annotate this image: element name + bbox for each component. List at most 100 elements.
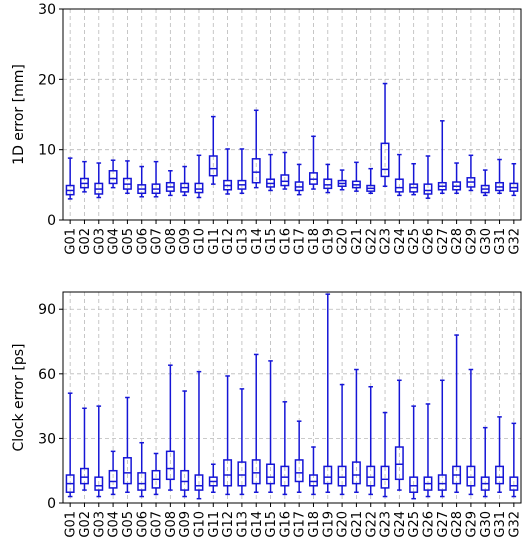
x-tick-label: G07 [150, 228, 165, 255]
x-tick-label: G18 [307, 228, 322, 255]
x-tick-label: G16 [278, 511, 293, 538]
x-tick-label: G15 [264, 228, 279, 255]
box-G18 [308, 135, 318, 190]
box-G06 [137, 441, 147, 498]
box-iqr [437, 474, 447, 491]
box-G29 [466, 154, 476, 192]
y-axis-label: Clock error [ps] [11, 344, 27, 452]
box-G09 [180, 390, 190, 498]
x-tick-label: G17 [293, 228, 308, 255]
box-iqr [280, 174, 290, 187]
box-G04 [108, 159, 118, 189]
x-tick-label: G32 [507, 511, 522, 538]
box-G24 [394, 379, 404, 491]
panel-1: 0 10 20 30 G01 G02 G03 G04 G05 G06 G07 G08 G09 G10 G11… [11, 2, 522, 255]
box-G29 [466, 368, 476, 496]
x-tick-label: G31 [493, 228, 508, 255]
box-iqr [366, 465, 376, 487]
x-tick-label: G19 [321, 228, 336, 255]
box-G14 [251, 353, 261, 493]
box-iqr [137, 472, 147, 491]
box-iqr [380, 142, 390, 178]
box-G11 [208, 115, 218, 185]
box-iqr [394, 446, 404, 481]
box-G12 [223, 375, 233, 496]
plot-frame [62, 291, 522, 504]
box-G10 [194, 154, 204, 199]
box-G11 [208, 463, 218, 493]
x-tick-label: G27 [436, 228, 451, 255]
box-iqr [308, 474, 318, 487]
x-tick-label: G10 [193, 228, 208, 255]
box-iqr [251, 459, 261, 485]
x-tick-label: G02 [78, 228, 93, 255]
box-iqr [79, 467, 89, 485]
box-iqr [466, 465, 476, 487]
y-tick-label: 60 [38, 367, 56, 383]
x-tick-label: G02 [78, 511, 93, 538]
x-tick-label: G22 [364, 228, 379, 255]
box-G27 [437, 120, 447, 195]
box-G28 [452, 334, 462, 493]
box-G25 [409, 405, 419, 500]
box-G30 [480, 169, 490, 197]
box-G09 [180, 165, 190, 197]
box-G08 [165, 170, 175, 197]
x-tick-label: G15 [264, 511, 279, 538]
plot-frame [62, 8, 522, 221]
y-tick-label: 0 [47, 496, 56, 512]
box-iqr [394, 178, 404, 193]
box-G14 [251, 109, 261, 189]
box-iqr [495, 465, 505, 485]
x-tick-label: G01 [64, 511, 79, 538]
box-G23 [380, 411, 390, 498]
box-G02 [79, 407, 89, 491]
y-tick-label: 30 [38, 431, 56, 447]
box-G03 [94, 405, 104, 498]
x-tick-label: G23 [379, 228, 394, 255]
box-iqr [351, 461, 361, 485]
box-G19 [323, 293, 333, 493]
box-G24 [394, 153, 404, 197]
x-tick-label: G09 [178, 228, 193, 255]
box-iqr [180, 469, 190, 491]
box-G31 [495, 158, 505, 195]
x-tick-label: G22 [364, 511, 379, 538]
box-iqr [323, 465, 333, 485]
box-G20 [337, 169, 347, 191]
box-iqr [409, 476, 419, 493]
x-tick-label: G13 [235, 228, 250, 255]
box-G05 [122, 160, 132, 195]
box-iqr [280, 465, 290, 487]
box-G07 [151, 452, 161, 496]
box-G26 [423, 403, 433, 498]
box-G05 [122, 396, 132, 493]
x-tick-label: G26 [422, 511, 437, 538]
x-tick-label: G23 [379, 511, 394, 538]
x-tick-label: G29 [464, 511, 479, 538]
x-tick-label: G27 [436, 511, 451, 538]
box-iqr [423, 183, 433, 195]
box-iqr [165, 450, 175, 481]
x-tick-label: G05 [121, 511, 136, 538]
box-G21 [351, 368, 361, 493]
box-G20 [337, 383, 347, 496]
box-G22 [366, 385, 376, 496]
box-G17 [294, 420, 304, 493]
x-tick-label: G24 [393, 511, 408, 538]
box-G32 [509, 162, 519, 197]
x-tick-label: G04 [107, 511, 122, 538]
box-G31 [495, 416, 505, 493]
x-tick-label: G08 [164, 228, 179, 255]
box-G23 [380, 82, 390, 187]
x-tick-label: G08 [164, 511, 179, 538]
x-tick-label: G32 [507, 228, 522, 255]
box-iqr [108, 469, 118, 489]
x-tick-label: G14 [250, 511, 265, 538]
x-tick-label: G11 [207, 511, 222, 538]
x-tick-label: G21 [350, 511, 365, 538]
x-tick-label: G05 [121, 228, 136, 255]
box-iqr [380, 465, 390, 489]
box-G06 [137, 165, 147, 198]
